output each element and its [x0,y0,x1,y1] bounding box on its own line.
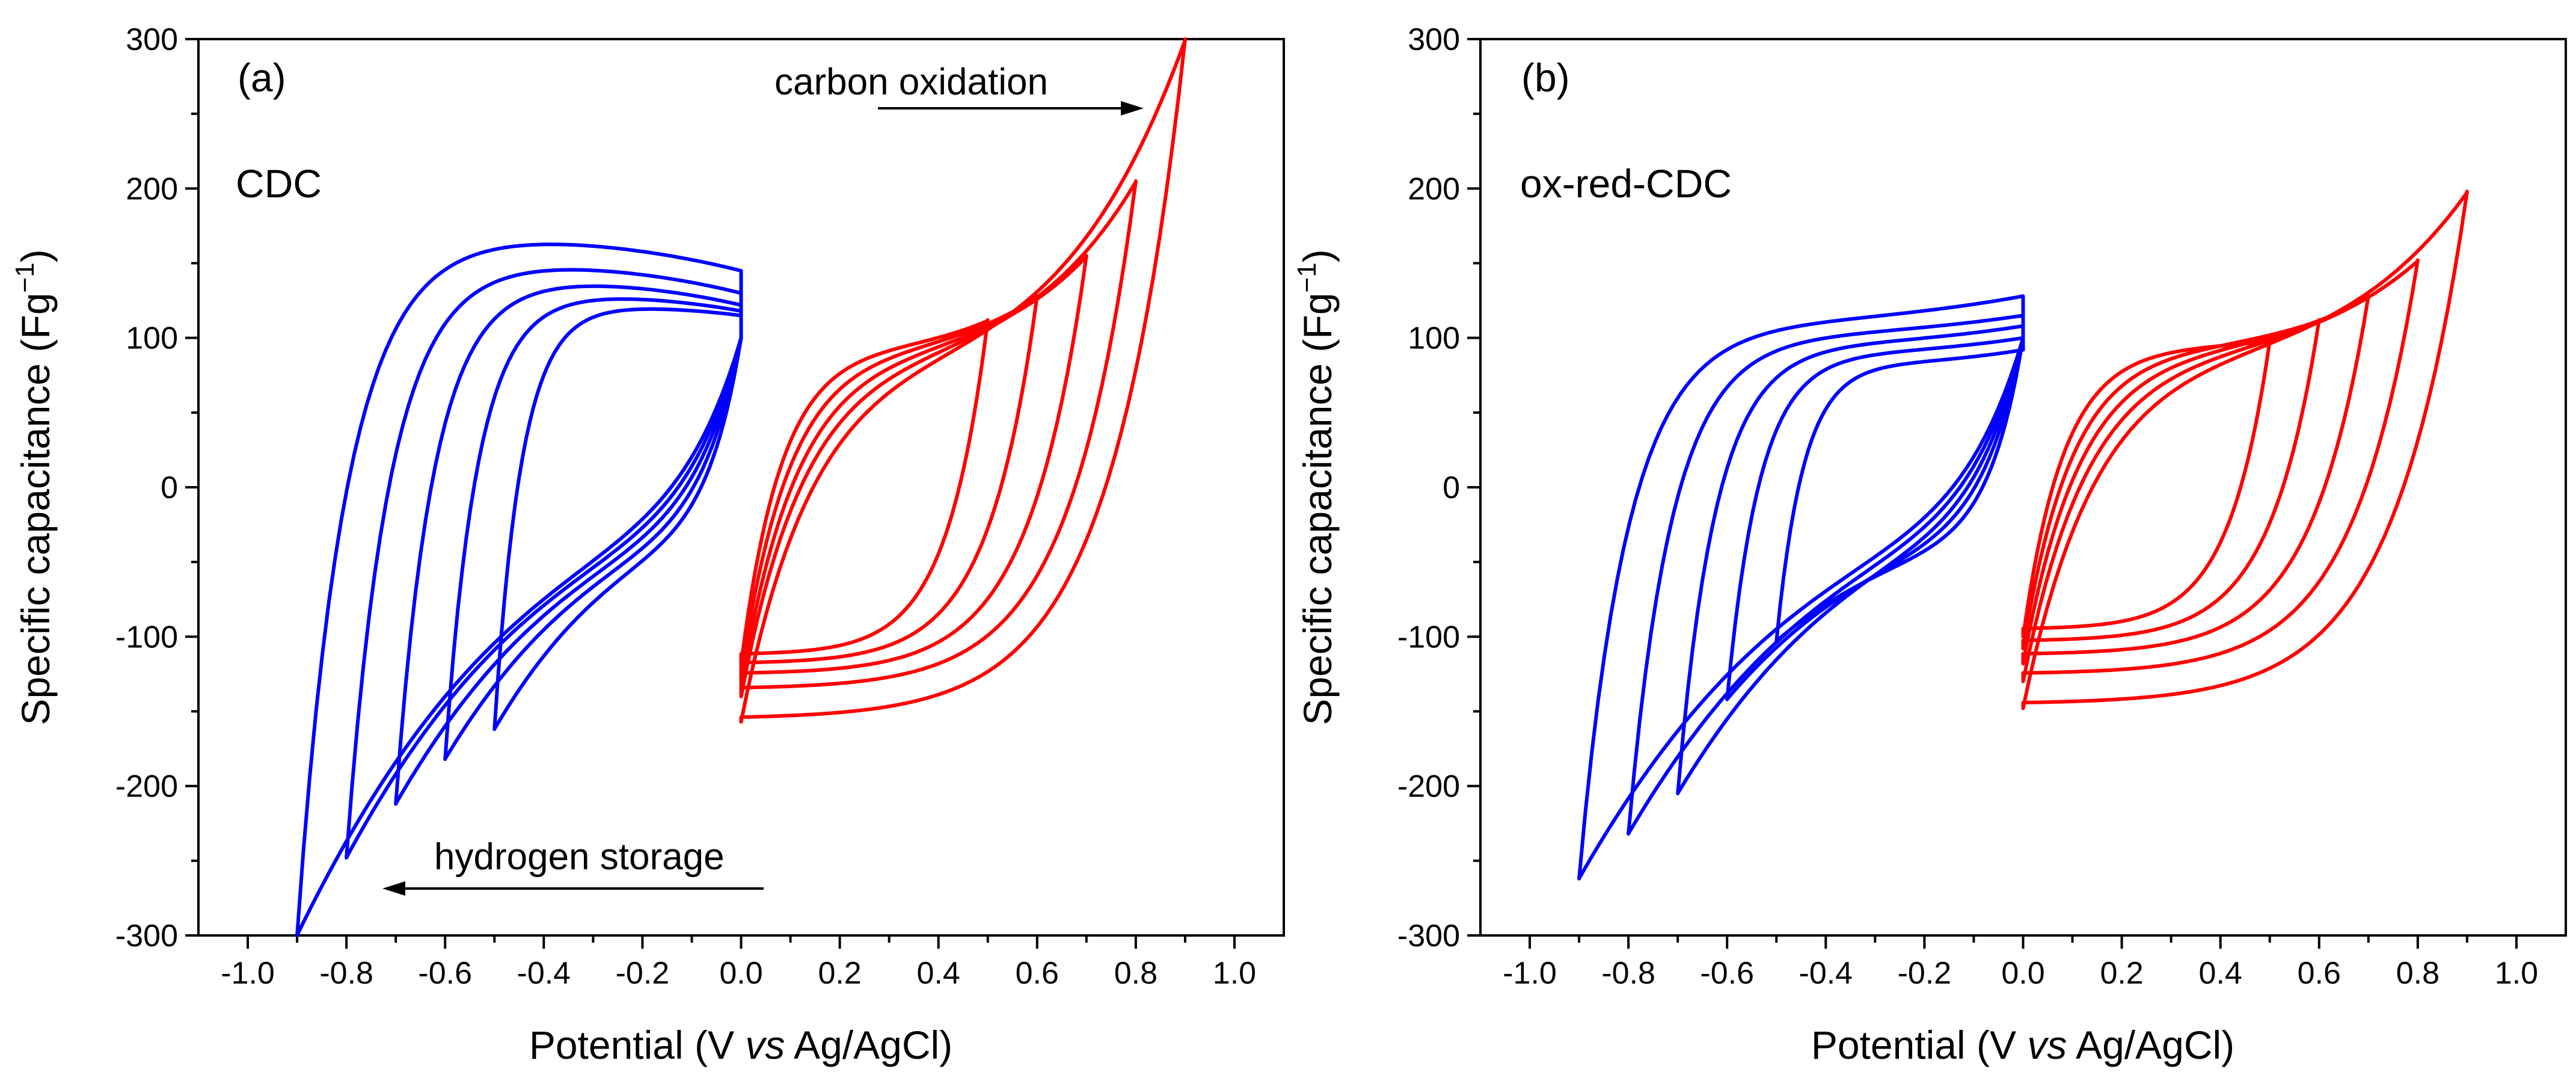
x-tick-label: 0.2 [818,956,861,991]
y-tick-label: -300 [115,919,178,953]
hydrogen-storage-annotation: hydrogen storage [434,836,725,878]
x-tick-label: -0.4 [517,956,571,991]
panel-a-x-ticks: -1.0 -0.8 -0.6 -0.4 -0.2 0.0 0.2 0.4 0.6 0.8 1.0 [221,935,1256,991]
red-cv-loop [2021,258,2420,683]
panel-b-material-label: ox-red-CDC [1520,161,1732,206]
x-tick-label: 0.8 [2396,956,2440,991]
panel-a: -1.0 -0.8 -0.6 -0.4 -0.2 0.0 0.2 0.4 0.6 0.8 1.0 -… [10,22,1285,1067]
x-tick-label: -1.0 [1503,956,1557,991]
red-cv-loop [739,179,1138,698]
panel-b-curves [1577,189,2469,881]
x-tick-label: -0.8 [319,956,373,991]
x-tick-label: -0.8 [1601,956,1655,991]
blue-cv-loop [295,242,743,937]
red-cv-loop [739,254,1088,688]
blue-cv-loop [492,307,743,732]
x-tick-label: 0.2 [2100,956,2143,991]
panel-a-y-axis-title: Specific capacitance (Fg−1) [10,249,58,725]
x-tick-label: -0.2 [616,956,670,991]
x-tick-label: 0.0 [2001,956,2044,991]
panel-a-x-axis-title: Potential (V vs Ag/AgCl) [529,1023,952,1067]
x-tick-label: 1.0 [2495,956,2538,991]
x-tick-label: 0.6 [2298,956,2341,991]
blue-cv-loop [1627,313,2025,836]
panel-b-x-ticks: -1.0 -0.8 -0.6 -0.4 -0.2 0.0 0.2 0.4 0.6 0.8 1.0 [1503,935,2538,991]
y-tick-label: 0 [161,470,178,505]
panel-a-label: (a) [238,55,286,100]
x-tick-label: -0.6 [1700,956,1754,991]
red-cv-loop [739,37,1187,724]
panel-b-x-axis-title: Potential (V vs Ag/AgCl) [1811,1023,2234,1067]
y-tick-label: -300 [1397,919,1460,953]
y-tick-label: 200 [126,171,178,206]
y-tick-label: -100 [115,620,178,655]
blue-cv-loop [443,297,743,761]
x-tick-label: 0.0 [719,956,762,991]
x-tick-label: 0.4 [917,956,960,991]
red-cv-loop [2021,189,2469,710]
y-tick-label: 300 [1408,22,1460,57]
y-tick-label: 0 [1443,470,1460,505]
x-tick-label: 0.6 [1016,956,1059,991]
y-tick-label: 200 [1408,171,1460,206]
y-tick-label: 100 [126,321,178,356]
red-cv-loop [739,294,1039,676]
y-tick-label: -100 [1397,620,1460,655]
x-tick-label: 0.8 [1114,956,1158,991]
panel-a-y-ticks: -300 -200 -100 0 100 200 300 [115,22,198,953]
x-tick-label: 0.4 [2199,956,2242,991]
y-tick-label: -200 [1397,769,1460,804]
carbon-oxidation-arrowhead [1121,101,1144,116]
panel-b-y-ticks: -300 -200 -100 0 100 200 300 [1397,22,1480,953]
y-tick-label: 300 [126,22,178,57]
panel-b: -1.0 -0.8 -0.6 -0.4 -0.2 0.0 0.2 0.4 0.6 0.8 1.0 -… [1292,22,2567,1067]
red-cv-loop [739,318,990,665]
y-tick-label: 100 [1408,321,1460,356]
blue-cv-loop [1774,336,2025,643]
panel-a-plot-frame [197,38,1285,937]
x-tick-label: -1.0 [221,956,275,991]
x-tick-label: 1.0 [1213,956,1256,991]
panel-a-curves [295,37,1187,937]
x-tick-label: -0.6 [418,956,472,991]
carbon-oxidation-annotation: carbon oxidation [774,61,1048,103]
y-tick-label: -200 [115,769,178,804]
panel-b-y-axis-title: Specific capacitance (Fg−1) [1292,249,1340,725]
x-tick-label: -0.4 [1799,956,1853,991]
blue-cv-loop [1577,294,2025,881]
blue-cv-loop [1676,324,2025,796]
panel-a-material-label: CDC [236,161,322,206]
hydrogen-storage-arrowhead [382,881,405,896]
panel-b-label: (b) [1521,55,1570,100]
x-tick-label: -0.2 [1898,956,1952,991]
blue-cv-loop [345,268,743,860]
